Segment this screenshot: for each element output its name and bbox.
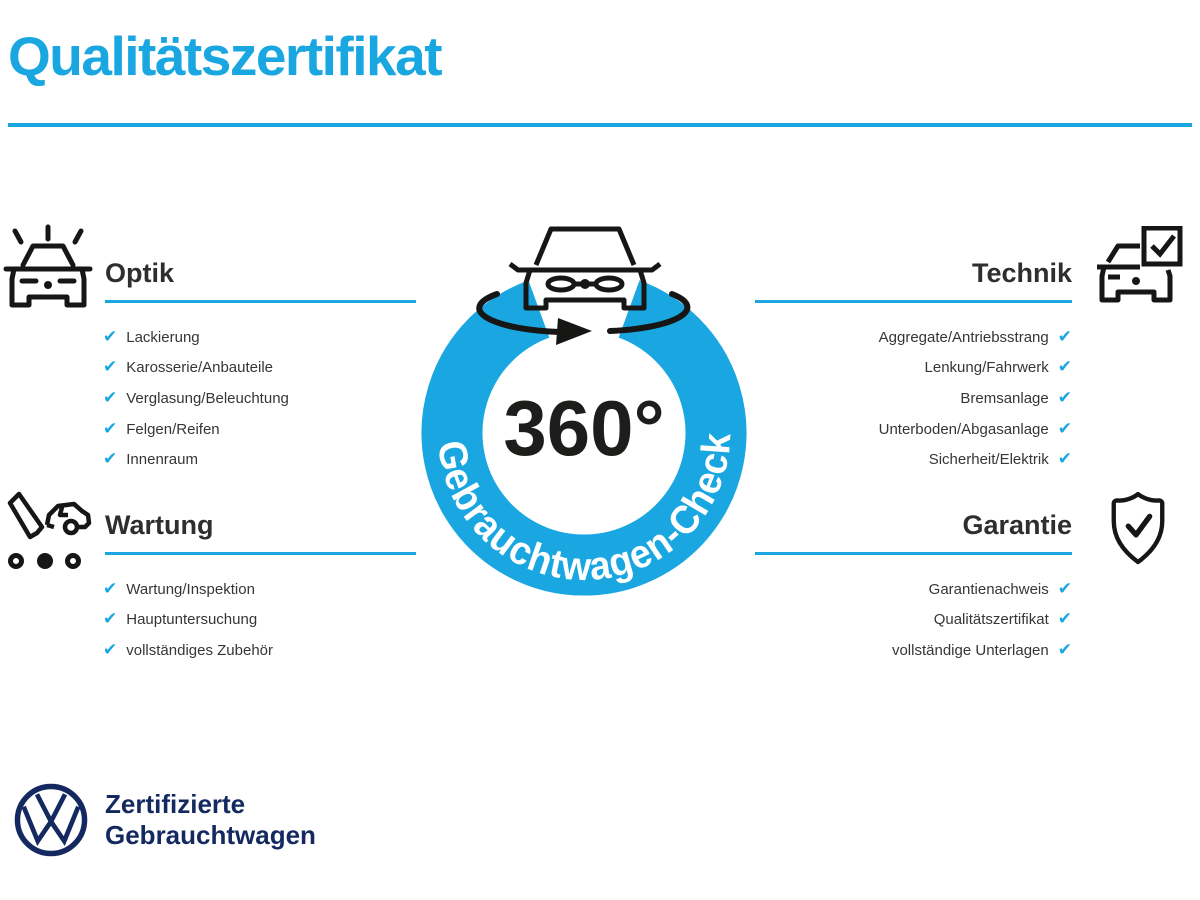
list-item-label: Hauptuntersuchung	[126, 611, 258, 629]
check-icon: ✔	[103, 357, 118, 378]
check-icon: ✔	[103, 418, 118, 439]
list-item-label: Aggregate/Antriebsstrang	[878, 328, 1049, 346]
list-item: ✔ Lackierung	[103, 322, 200, 353]
section-rule-garantie	[755, 552, 1072, 555]
list-item: Qualitätszertifikat ✔	[934, 605, 1072, 636]
degree-label: 360°	[503, 384, 664, 472]
list-item: Unterboden/Abgasanlage ✔	[879, 414, 1072, 445]
section-title-optik: Optik	[105, 258, 175, 288]
check-icon: ✔	[1057, 578, 1072, 599]
arrowhead	[556, 318, 592, 345]
rotation-arrows-icon	[476, 291, 691, 335]
brand-line-2: Gebrauchtwagen	[105, 820, 316, 850]
garantie-list: Garantienachweis ✔ Qualitätszertifikat ✔ v…	[740, 574, 1072, 666]
car-360-rotation-graphic: Gebrauchtwagen-Check 360°	[421, 226, 747, 596]
section-title-wartung: Wartung	[105, 510, 214, 540]
list-item-label: Sicherheit/Elektrik	[928, 451, 1049, 469]
ring-arc	[421, 280, 747, 596]
list-item-label: Garantienachweis	[928, 580, 1049, 598]
list-item: ✔ Felgen/Reifen	[103, 414, 220, 445]
list-item-label: Lenkung/Fahrwerk	[924, 359, 1049, 377]
check-icon: ✔	[103, 609, 118, 630]
section-rule-optik	[105, 300, 416, 303]
list-item: Lenkung/Fahrwerk ✔	[925, 353, 1072, 384]
wartung-list: ✔ Wartung/Inspektion ✔ Hauptuntersuchung ✔…	[103, 574, 443, 666]
list-item-label: Felgen/Reifen	[126, 420, 220, 438]
list-item-label: vollständiges Zubehör	[126, 641, 274, 659]
list-item-label: Lackierung	[126, 328, 200, 346]
pencil-car-service-icon	[7, 491, 92, 569]
check-icon: ✔	[1057, 609, 1072, 630]
list-item-label: vollständige Unterlagen	[891, 641, 1049, 659]
list-item: Garantienachweis ✔	[929, 574, 1072, 605]
check-icon: ✔	[103, 326, 118, 347]
list-item-label: Qualitätszertifikat	[933, 611, 1049, 629]
section-title-technik: Technik	[971, 258, 1072, 288]
list-item: ✔ Wartung/Inspektion	[103, 574, 255, 605]
technik-list: Aggregate/Antriebsstrang ✔ Lenkung/Fahrwe…	[740, 322, 1072, 475]
list-item: ✔ Hauptuntersuchung	[103, 605, 257, 636]
shield-check-icon	[1111, 491, 1165, 565]
list-item: ✔ vollständiges Zubehör	[103, 635, 273, 666]
list-item-label: Wartung/Inspektion	[126, 580, 255, 598]
car-checkbox-icon	[1097, 226, 1183, 303]
check-icon: ✔	[1057, 326, 1072, 347]
section-rule-wartung	[105, 552, 416, 555]
list-item-label: Karosserie/Anbauteile	[126, 359, 274, 377]
list-item: ✔ Karosserie/Anbauteile	[103, 353, 273, 384]
list-item: ✔ Innenraum	[103, 444, 198, 475]
list-item: Sicherheit/Elektrik ✔	[929, 444, 1072, 475]
check-icon: ✔	[1057, 449, 1072, 470]
list-item-label: Unterboden/Abgasanlage	[878, 420, 1049, 438]
check-icon: ✔	[103, 449, 118, 470]
check-icon: ✔	[103, 578, 118, 599]
brand-line-1: Zertifizierte	[105, 789, 246, 819]
list-item: vollständige Unterlagen ✔	[892, 635, 1072, 666]
vw-logo	[14, 783, 88, 857]
list-item: Bremsanlage ✔	[960, 383, 1072, 414]
brand-text: Zertifizierte Gebrauchtwagen	[105, 789, 316, 851]
title-divider	[8, 123, 1192, 127]
section-title-garantie: Garantie	[962, 510, 1072, 540]
list-item: Aggregate/Antriebsstrang ✔	[879, 322, 1072, 353]
optik-list: ✔ Lackierung ✔ Karosserie/Anbauteile ✔ Verg…	[103, 322, 443, 475]
check-icon: ✔	[103, 639, 118, 660]
section-rule-technik	[755, 300, 1072, 303]
check-icon: ✔	[1057, 357, 1072, 378]
car-shine-icon	[3, 224, 93, 308]
list-item-label: Verglasung/Beleuchtung	[126, 389, 289, 407]
list-item-label: Bremsanlage	[960, 389, 1049, 407]
check-icon: ✔	[103, 387, 118, 408]
check-icon: ✔	[1057, 639, 1072, 660]
list-item: ✔ Verglasung/Beleuchtung	[103, 383, 289, 414]
check-icon: ✔	[1057, 387, 1072, 408]
check-icon: ✔	[1057, 418, 1072, 439]
list-item-label: Innenraum	[126, 451, 198, 469]
page-title: Qualitätszertifikat	[8, 25, 443, 87]
